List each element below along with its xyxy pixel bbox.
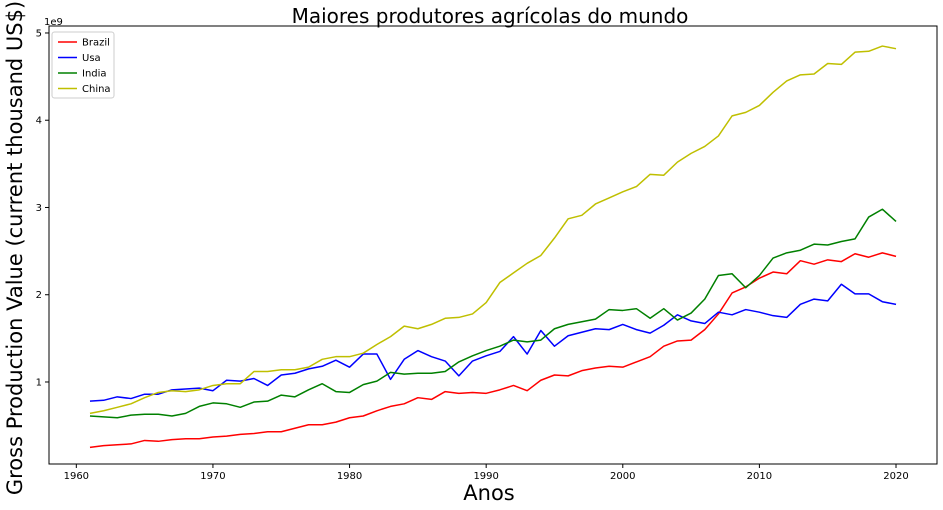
y-tick-label: 1	[36, 377, 42, 388]
series-line-brazil	[89, 252, 897, 449]
legend-label-brazil: Brazil	[82, 38, 110, 49]
series-line-usa	[89, 283, 897, 402]
y-axis-offset-label: 1e9	[44, 17, 63, 28]
plot-frame	[48, 25, 938, 465]
x-tick-label: 2000	[610, 471, 635, 482]
x-tick-label: 1990	[473, 471, 498, 482]
legend-label-india: India	[82, 69, 107, 80]
y-axis-label: Gross Production Value (current thousand…	[3, 1, 27, 495]
legend-label-usa: Usa	[82, 53, 101, 64]
x-tick-label: 2010	[747, 471, 772, 482]
y-axis: 1 2 3 4 5	[36, 28, 49, 388]
series-line-india	[89, 208, 897, 419]
plot-area	[89, 45, 897, 449]
x-axis-label: Anos	[463, 481, 514, 505]
y-tick-label: 2	[36, 290, 42, 301]
legend: Brazil Usa India China	[51, 31, 115, 99]
y-tick-label: 4	[36, 116, 42, 127]
x-tick-label: 1970	[200, 471, 225, 482]
x-axis: 1960 1970 1980 1990 2000 2010 2020	[64, 464, 909, 482]
x-tick-label: 1980	[337, 471, 362, 482]
y-tick-label: 3	[36, 203, 42, 214]
x-tick-label: 1960	[64, 471, 89, 482]
legend-label-china: China	[82, 84, 111, 95]
chart-title: Maiores produtores agrícolas do mundo	[292, 4, 689, 28]
series-line-china	[89, 45, 897, 415]
legend-box	[51, 31, 115, 99]
y-tick-label: 5	[36, 28, 42, 39]
x-tick-label: 2020	[883, 471, 908, 482]
